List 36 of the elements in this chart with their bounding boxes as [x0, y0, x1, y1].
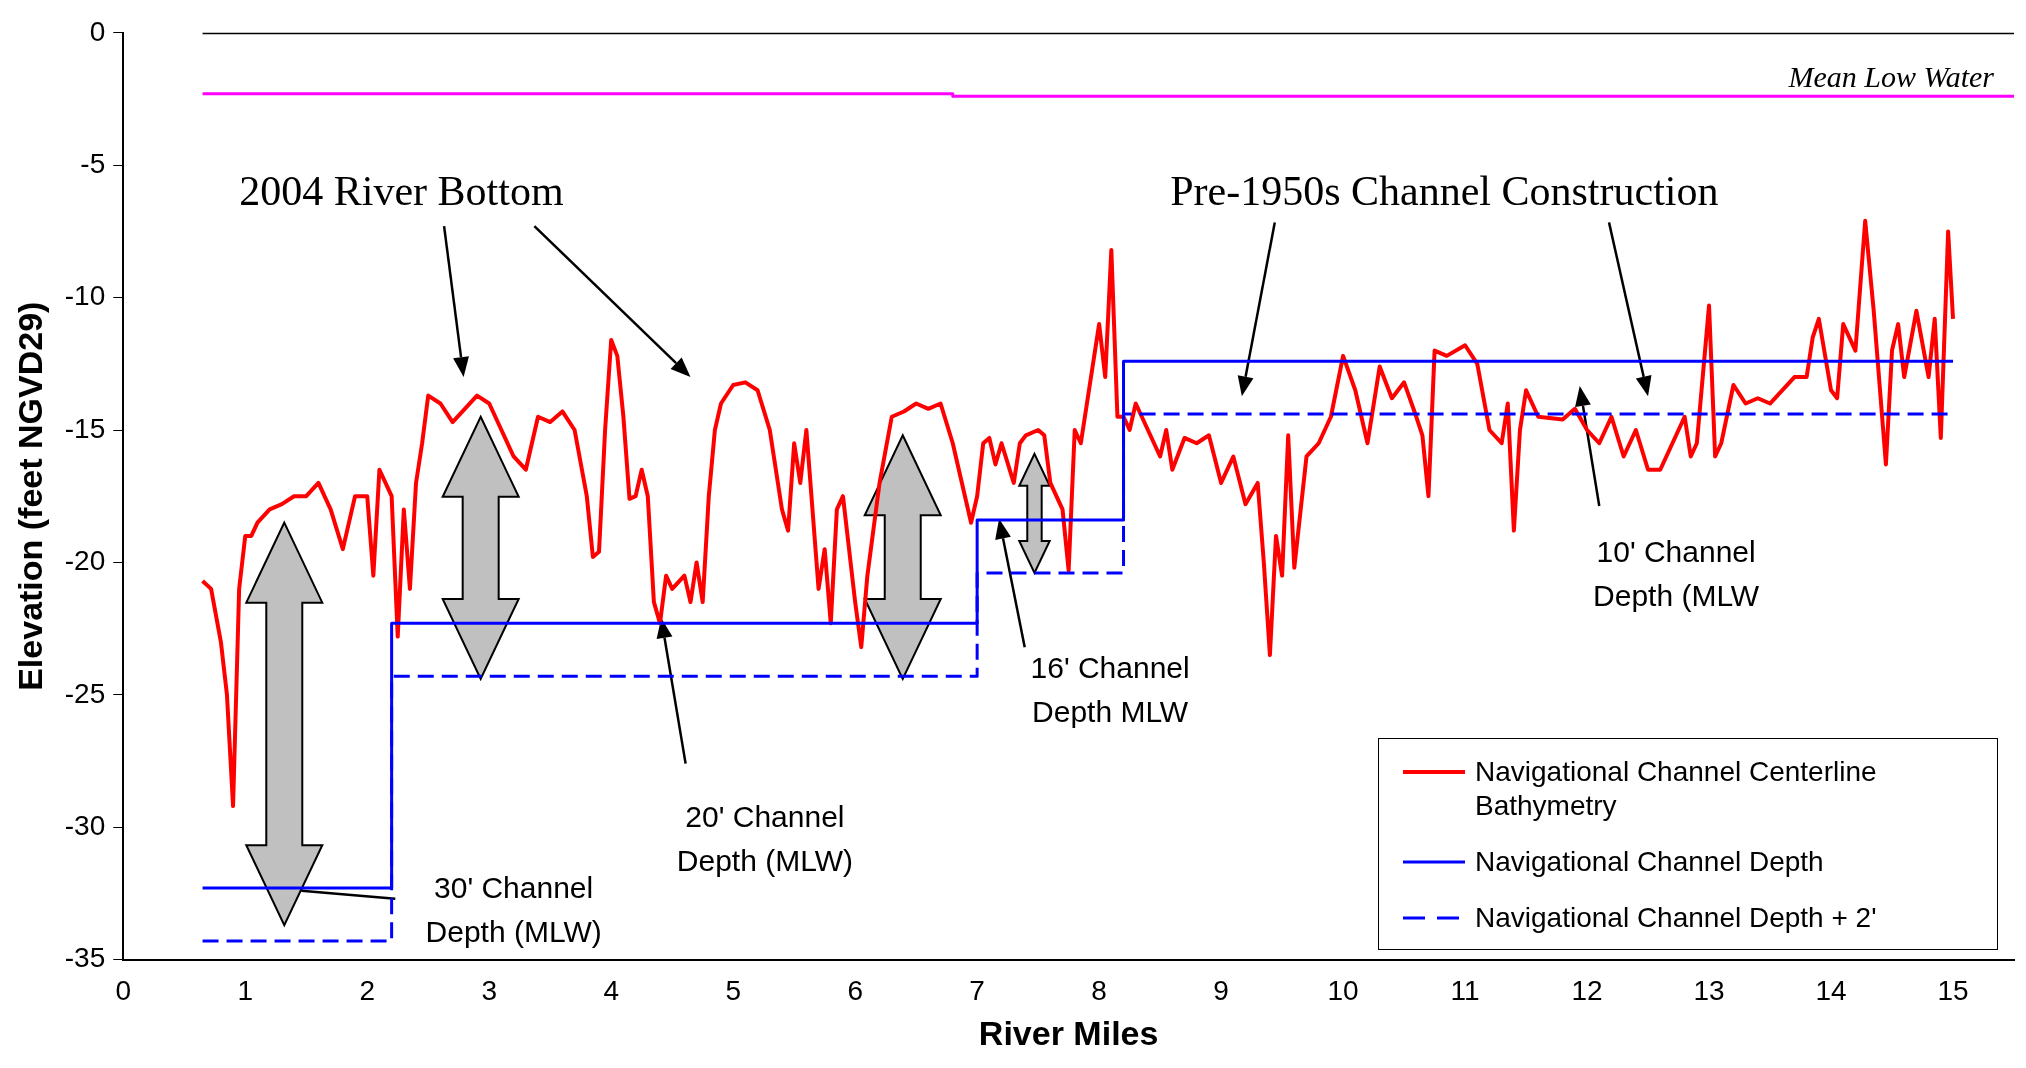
x-tick-label: 5: [725, 975, 741, 1007]
x-tick-label: 4: [603, 975, 619, 1007]
y-tick-label: -35: [64, 942, 106, 974]
x-tick-label: 3: [481, 975, 498, 1007]
y-tick-label: -30: [64, 809, 106, 841]
x-tick-label: 7: [969, 975, 985, 1007]
x-tick-label: 11: [1450, 975, 1480, 1007]
y-tick-label: -25: [64, 677, 106, 709]
legend-label: Navigational Channel Depth: [1475, 844, 1824, 879]
annotation: 16' Channel Depth MLW: [1030, 651, 1190, 729]
y-tick-label: -10: [64, 280, 106, 312]
legend-label: Navigational Channel Centerline Bathymetry: [1475, 754, 1878, 823]
legend-label: Navigational Channel Depth + 2': [1475, 900, 1877, 935]
x-tick-label: 6: [847, 975, 863, 1007]
annotation: 20' Channel Depth (MLW): [676, 799, 853, 877]
x-tick-label: 13: [1693, 975, 1725, 1007]
x-tick-label: 2: [359, 975, 376, 1007]
x-tick-label: 15: [1937, 975, 1969, 1007]
x-tick-label: 8: [1091, 975, 1107, 1007]
y-tick-label: 0: [89, 15, 106, 47]
x-tick-label: 12: [1571, 975, 1603, 1007]
series-label: Mean Low Water: [1787, 60, 1995, 94]
annotation: 10' Channel Depth (MLW: [1593, 534, 1760, 612]
x-axis-title: River Miles: [978, 1013, 1159, 1052]
x-tick-label: 1: [237, 975, 254, 1007]
y-axis-title: Elevation (feet NGVD29): [10, 301, 49, 691]
annotation: 2004 River Bottom: [239, 168, 564, 215]
y-tick-label: -5: [80, 147, 106, 179]
x-tick-label: 14: [1815, 975, 1847, 1007]
annotation: 30' Channel Depth (MLW): [425, 871, 602, 949]
x-tick-label: 10: [1327, 975, 1359, 1007]
x-tick-label: 0: [115, 975, 132, 1007]
y-tick-label: -15: [64, 412, 106, 444]
y-tick-label: -20: [64, 545, 106, 577]
annotation: Pre-1950s Channel Construction: [1170, 168, 1719, 215]
x-tick-label: 9: [1213, 975, 1229, 1007]
